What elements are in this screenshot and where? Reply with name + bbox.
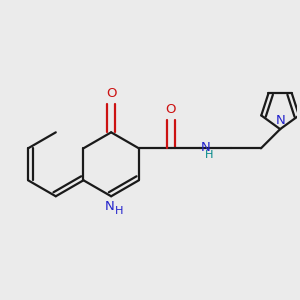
Text: N: N [105,200,114,214]
Text: N: N [201,141,211,154]
Text: H: H [205,150,214,160]
Text: H: H [115,206,123,216]
Text: O: O [166,103,176,116]
Text: N: N [275,114,285,127]
Text: O: O [106,87,116,100]
